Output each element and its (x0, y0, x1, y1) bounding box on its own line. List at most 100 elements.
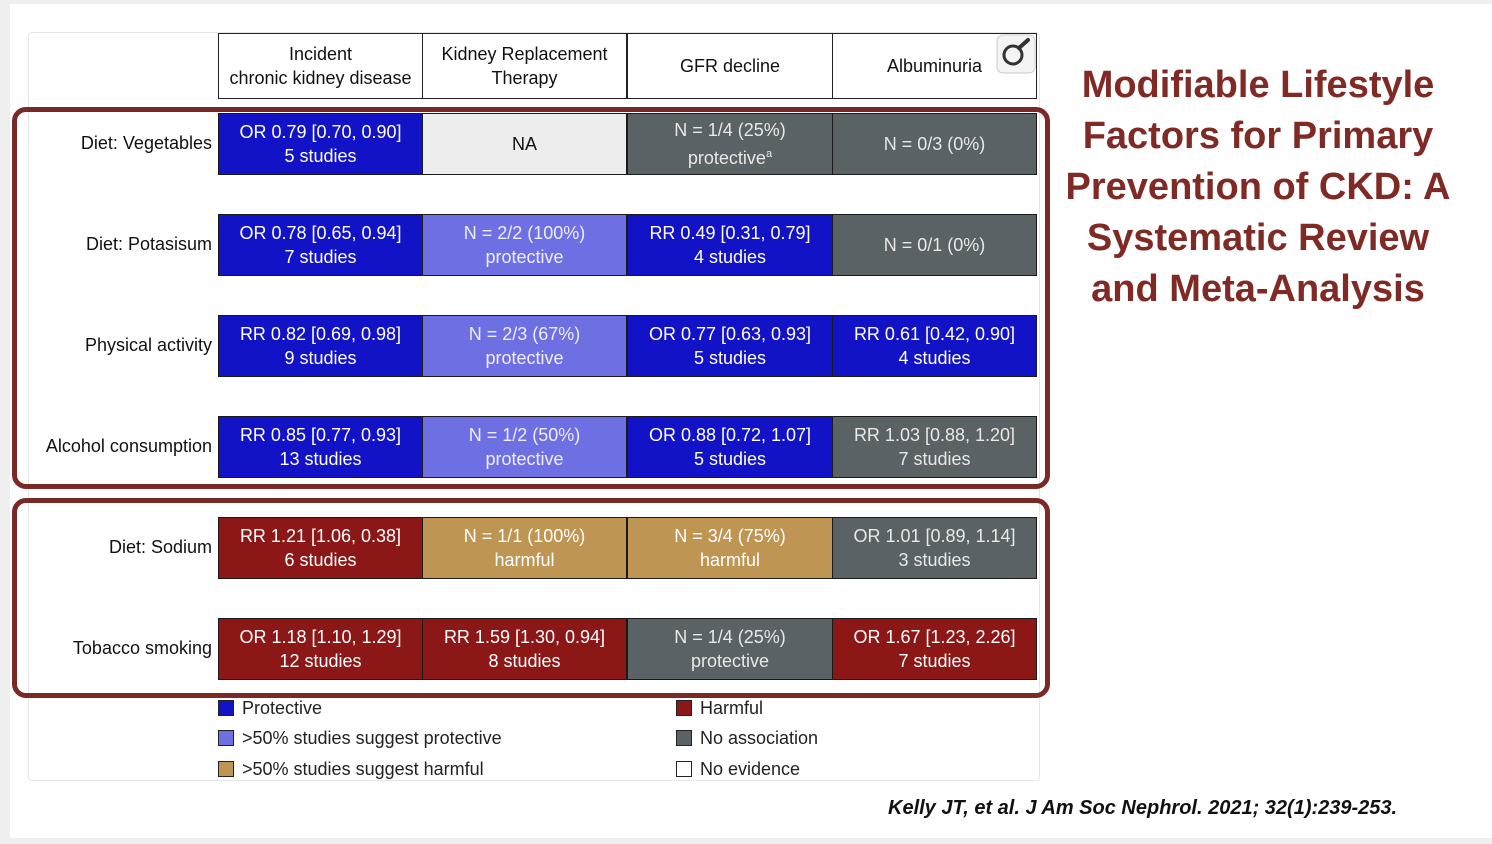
table-cell: RR 0.85 [0.77, 0.93] 13 studies (218, 416, 423, 478)
cell-detail-text: 13 studies (279, 449, 362, 469)
cell-estimate: N = 1/4 (25%) (674, 627, 786, 647)
table-cell: NA (422, 113, 627, 175)
table-cell: OR 0.78 [0.65, 0.94] 7 studies (218, 214, 423, 276)
cell-estimate: RR 1.21 [1.06, 0.38] (239, 526, 402, 546)
row-label: Diet: Vegetables (80, 133, 212, 153)
table-cell: N = 3/4 (75%) harmful (627, 517, 833, 579)
legend-item: >50% studies suggest protective (218, 727, 502, 749)
cell-detail: 12 studies (279, 649, 361, 673)
cell-detail: 8 studies (488, 649, 560, 673)
cell-detail: protective (691, 649, 769, 673)
legend-item: Protective (218, 697, 322, 719)
cell-detail: 7 studies (284, 245, 356, 269)
table-cell: RR 1.21 [1.06, 0.38] 6 studies (218, 517, 423, 579)
cell-detail: 7 studies (898, 447, 970, 471)
cell-detail: protectivea (688, 142, 772, 170)
cell-detail-text: 8 studies (488, 651, 561, 671)
cell-estimate: OR 1.01 [0.89, 1.14] (853, 526, 1016, 546)
legend-swatch (676, 730, 692, 746)
cell-estimate: N = 0/1 (0%) (883, 235, 986, 255)
cell-estimate: N = 1/1 (100%) (463, 526, 586, 546)
legend-swatch (676, 761, 692, 777)
cell-estimate: OR 0.79 [0.70, 0.90] (239, 122, 402, 142)
cell-estimate: N = 2/3 (67%) (468, 324, 581, 344)
cell-estimate: N = 1/2 (50%) (468, 425, 581, 445)
legend-label: No association (700, 727, 819, 748)
cell-detail-text: 6 studies (284, 550, 357, 570)
cell-estimate: RR 1.03 [0.88, 1.20] (853, 425, 1016, 445)
table-cell: N = 0/1 (0%) (832, 214, 1037, 276)
table-cell: OR 0.79 [0.70, 0.90] 5 studies (218, 113, 423, 175)
cell-detail-text: protective (687, 148, 766, 168)
column-header: GFR decline (627, 33, 833, 99)
cell-detail-text: protective (485, 449, 564, 469)
cell-detail: 6 studies (284, 548, 356, 572)
legend-label: >50% studies suggest protective (242, 727, 502, 748)
cell-detail-text: 5 studies (693, 348, 767, 368)
cell-detail: 7 studies (898, 649, 970, 673)
cell-estimate: OR 0.78 [0.65, 0.94] (239, 223, 402, 243)
table-cell: RR 0.82 [0.69, 0.98] 9 studies (218, 315, 423, 377)
table-cell: N = 0/3 (0%) (832, 113, 1037, 175)
cell-detail: protective (485, 346, 563, 370)
cell-detail: protective (485, 447, 563, 471)
table-cell: N = 1/4 (25%) protectivea (627, 113, 833, 175)
cell-detail-text: harmful (699, 550, 761, 570)
cell-estimate: N = 2/2 (100%) (463, 223, 586, 243)
cell-estimate: RR 0.61 [0.42, 0.90] (853, 324, 1016, 344)
cell-detail-text: 7 studies (898, 449, 971, 469)
row-label: Physical activity (84, 335, 212, 355)
cell-detail: harmful (494, 548, 554, 572)
table-cell: RR 0.61 [0.42, 0.90] 4 studies (832, 315, 1037, 377)
cell-detail-text: 9 studies (284, 348, 357, 368)
cell-detail-text: 7 studies (284, 247, 357, 267)
cell-detail-text: 4 studies (693, 247, 767, 267)
table-cell: RR 1.03 [0.88, 1.20] 7 studies (832, 416, 1037, 478)
cell-estimate: OR 1.67 [1.23, 2.26] (853, 627, 1016, 647)
legend-item: No association (676, 727, 818, 749)
cell-detail: 9 studies (284, 346, 356, 370)
cell-detail-text: 5 studies (284, 146, 357, 166)
legend-label: Harmful (700, 697, 764, 718)
legend-label: No evidence (700, 758, 801, 779)
legend-item: No evidence (676, 758, 800, 780)
legend-item: Harmful (676, 697, 763, 719)
table-cell: RR 1.59 [1.30, 0.94] 8 studies (422, 618, 627, 680)
cell-detail: 13 studies (279, 447, 361, 471)
legend-label: >50% studies suggest harmful (242, 758, 484, 779)
cell-detail: 5 studies (694, 447, 766, 471)
slide-title: Modifiable Lifestyle Factors for Primary… (1065, 64, 1451, 310)
cell-estimate: RR 1.59 [1.30, 0.94] (443, 627, 606, 647)
legend-swatch (676, 700, 692, 716)
row-label: Alcohol consumption (45, 436, 212, 456)
legend-label: Protective (242, 697, 323, 718)
cell-detail: 5 studies (694, 346, 766, 370)
legend-swatch (218, 700, 234, 716)
cell-estimate: RR 0.82 [0.69, 0.98] (239, 324, 402, 344)
cell-detail-text: 5 studies (693, 449, 767, 469)
table-cell: OR 1.01 [0.89, 1.14] 3 studies (832, 517, 1037, 579)
cell-detail-text: harmful (494, 550, 555, 570)
citation: Kelly JT, et al. J Am Soc Nephrol. 2021;… (888, 797, 1398, 819)
table-cell: OR 1.67 [1.23, 2.26] 7 studies (832, 618, 1037, 680)
legend-item: >50% studies suggest harmful (218, 758, 484, 780)
cell-detail-text: protective (690, 651, 770, 671)
table-cell: RR 0.49 [0.31, 0.79] 4 studies (627, 214, 833, 276)
cell-detail: 4 studies (694, 245, 766, 269)
cell-estimate: OR 0.77 [0.63, 0.93] (648, 324, 812, 344)
cell-detail-text: protective (485, 247, 564, 267)
cell-detail-text: 4 studies (898, 348, 971, 368)
cell-estimate: N = 3/4 (75%) (674, 526, 786, 546)
cell-estimate: OR 1.18 [1.10, 1.29] (239, 627, 402, 647)
table-cell: OR 0.77 [0.63, 0.93] 5 studies (627, 315, 833, 377)
cell-estimate: OR 0.88 [0.72, 1.07] (648, 425, 812, 445)
row-label: Diet: Sodium (108, 537, 212, 557)
magnifier-icon[interactable] (996, 34, 1036, 74)
row-label: Tobacco smoking (72, 638, 212, 658)
legend-swatch (218, 730, 234, 746)
cell-detail: 3 studies (898, 548, 970, 572)
cell-detail: protective (485, 245, 563, 269)
cell-detail-text: 3 studies (898, 550, 971, 570)
cell-detail: 4 studies (898, 346, 970, 370)
table-cell: N = 2/2 (100%) protective (422, 214, 627, 276)
